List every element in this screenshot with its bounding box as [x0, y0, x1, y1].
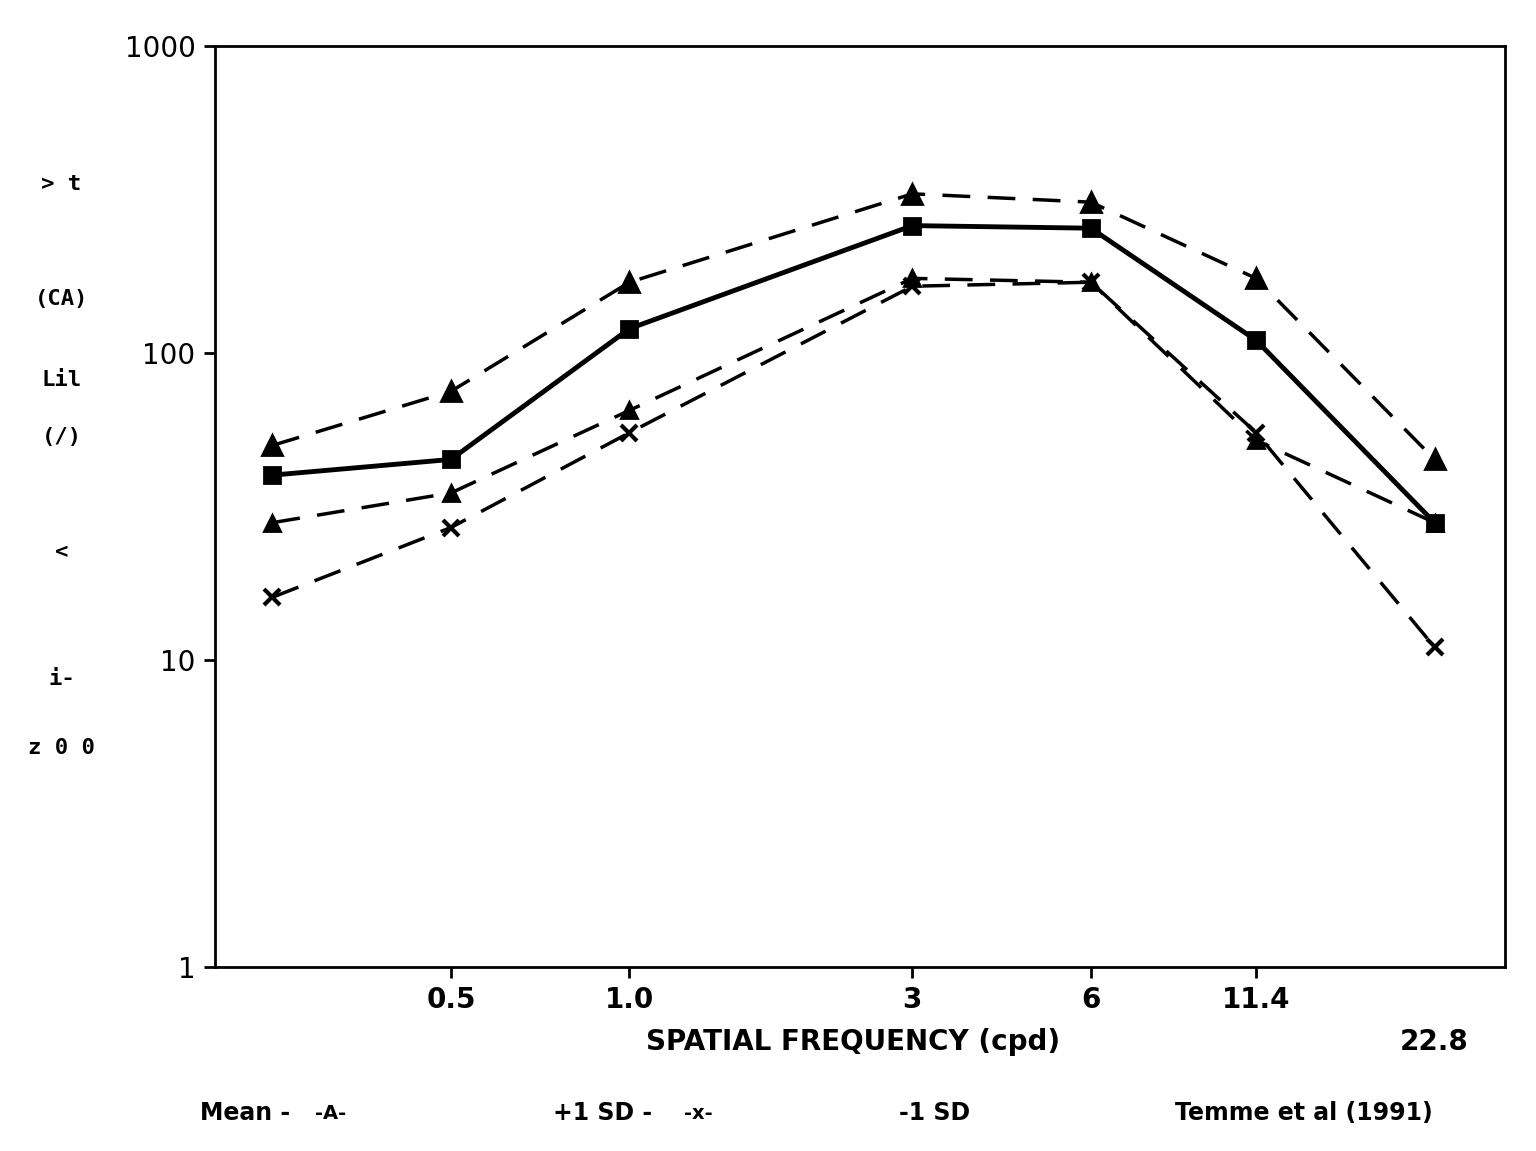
Text: Lil: Lil [41, 369, 81, 390]
Text: i-: i- [48, 669, 75, 689]
Text: +1 SD -: +1 SD - [553, 1102, 653, 1125]
Text: 22.8: 22.8 [1401, 1028, 1468, 1055]
Text: Mean -: Mean - [200, 1102, 290, 1125]
Text: Temme et al (1991): Temme et al (1991) [1175, 1102, 1433, 1125]
Text: -A-: -A- [315, 1104, 346, 1122]
Text: -1 SD: -1 SD [899, 1102, 969, 1125]
Text: <: < [55, 542, 68, 563]
Text: > t: > t [41, 174, 81, 195]
Text: (CA): (CA) [35, 289, 88, 310]
Text: SPATIAL FREQUENCY (cpd): SPATIAL FREQUENCY (cpd) [647, 1028, 1061, 1055]
Text: -x-: -x- [684, 1104, 713, 1122]
Text: z 0 0: z 0 0 [28, 738, 95, 759]
Text: (/): (/) [41, 427, 81, 448]
